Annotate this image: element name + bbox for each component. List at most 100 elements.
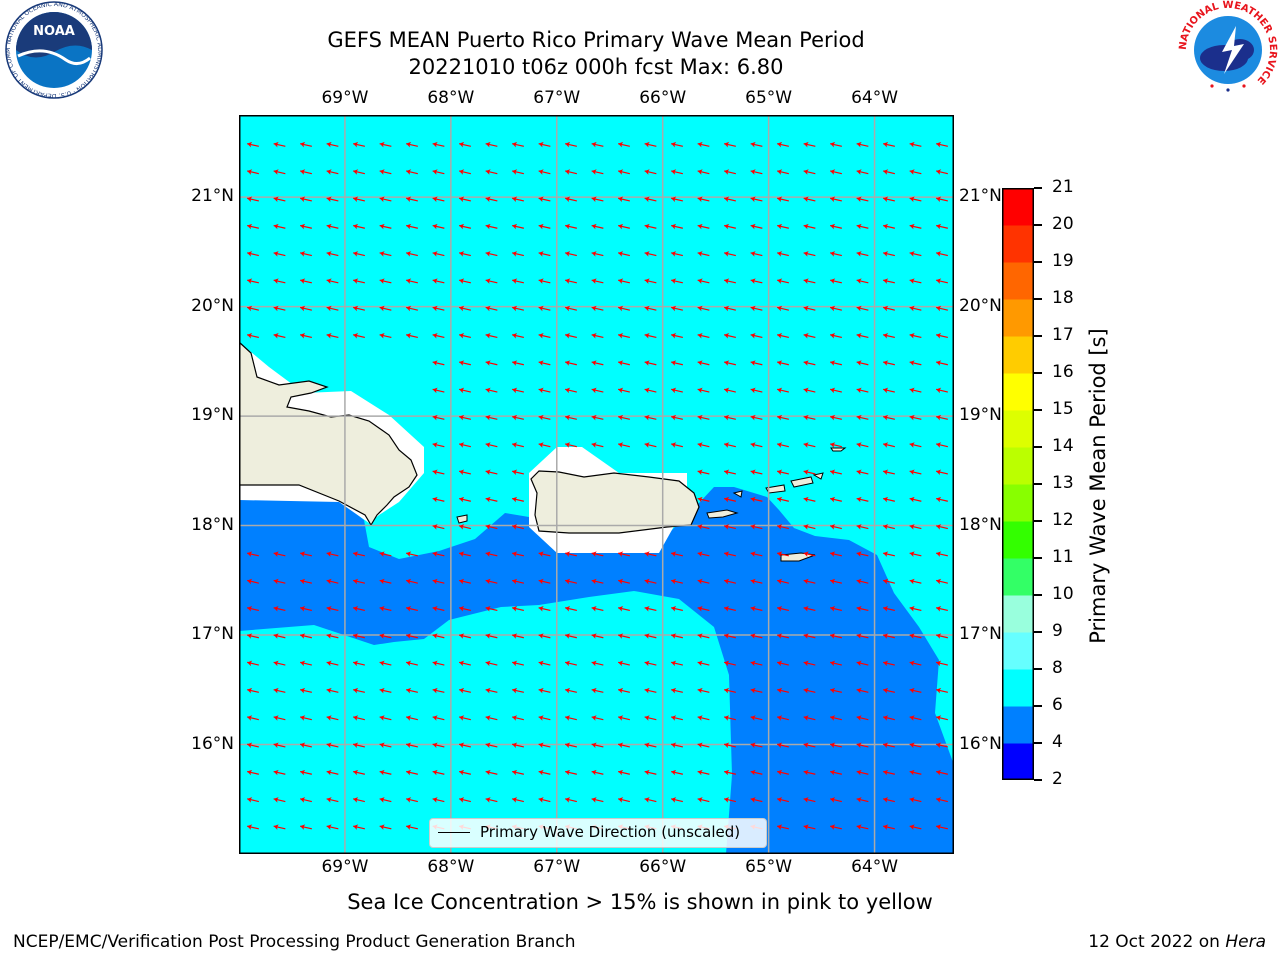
wave-direction-arrow	[459, 333, 471, 339]
wave-direction-arrow	[883, 687, 895, 694]
wave-direction-arrow	[883, 633, 895, 639]
wave-direction-arrow	[697, 633, 710, 639]
wave-direction-arrow	[803, 223, 816, 230]
wave-direction-arrow	[273, 715, 286, 721]
wave-direction-arrow	[750, 414, 763, 421]
wave-direction-arrow	[565, 687, 577, 694]
wave-direction-arrow	[644, 278, 657, 284]
wave-direction-arrow	[459, 469, 471, 475]
wave-direction-arrow	[512, 687, 524, 694]
wave-direction-arrow	[247, 769, 259, 776]
wave-direction-arrow	[777, 742, 789, 748]
wave-direction-arrow	[353, 551, 365, 557]
wave-direction-arrow	[432, 223, 445, 230]
wave-direction-arrow	[565, 305, 577, 312]
wave-direction-arrow	[724, 305, 736, 312]
wave-direction-arrow	[512, 606, 524, 612]
wave-direction-arrow	[485, 414, 498, 421]
wave-period-band-4-6	[239, 487, 954, 854]
wave-direction-arrow	[618, 633, 630, 639]
wave-direction-arrow	[830, 360, 842, 366]
wave-direction-arrow	[856, 169, 869, 175]
wave-direction-arrow	[644, 551, 657, 557]
wave-direction-arrow	[618, 715, 630, 721]
wave-direction-arrow	[936, 360, 948, 366]
wave-direction-arrow	[591, 442, 604, 448]
wave-direction-arrow	[724, 141, 736, 148]
map-frame	[239, 115, 954, 854]
wave-direction-arrow	[936, 333, 948, 339]
wave-direction-arrow	[379, 196, 392, 202]
wave-direction-arrow	[432, 687, 445, 694]
wave-direction-arrow	[803, 278, 816, 284]
wave-direction-arrow	[909, 797, 922, 803]
colorbar-tick-mark	[1034, 557, 1042, 559]
wave-direction-arrow	[830, 715, 842, 721]
wave-direction-arrow	[300, 551, 312, 557]
wave-direction-arrow	[485, 305, 498, 312]
colorbar-tick-mark	[1034, 668, 1042, 670]
wave-direction-arrow	[909, 223, 922, 230]
wave-direction-arrow	[697, 660, 710, 667]
wave-direction-arrow	[247, 278, 259, 284]
wave-direction-arrow	[273, 169, 286, 175]
colorbar-tick-label: 4	[1052, 732, 1063, 752]
wave-direction-arrow	[750, 196, 763, 202]
wave-direction-arrow	[856, 414, 869, 421]
wave-direction-arrow	[432, 715, 445, 721]
wave-direction-arrow	[432, 333, 445, 339]
wave-direction-arrow	[353, 687, 365, 694]
graticule	[239, 115, 954, 854]
wave-direction-arrow	[830, 196, 842, 202]
wave-direction-arrow	[326, 223, 339, 230]
nws-logo: NATIONAL WEATHER SERVICE	[1178, 0, 1278, 98]
wave-direction-arrow	[538, 797, 551, 803]
colorbar-tick-mark	[1034, 298, 1042, 300]
wave-direction-arrow	[909, 414, 922, 421]
wave-direction-arrow	[697, 551, 710, 557]
wave-direction-arrow	[485, 606, 498, 612]
wave-direction-arrow	[777, 633, 789, 639]
wave-direction-arrow	[247, 578, 259, 585]
wave-direction-arrow	[909, 333, 922, 339]
wave-direction-arrow	[565, 196, 577, 202]
wave-direction-arrow	[697, 305, 710, 312]
wave-direction-arrow	[273, 251, 286, 257]
wave-direction-arrow	[724, 578, 736, 585]
wave-direction-arrow	[909, 442, 922, 448]
wave-direction-arrow	[803, 387, 816, 394]
wave-direction-arrow	[724, 769, 736, 776]
wave-direction-arrow	[353, 660, 365, 667]
wave-direction-arrow	[883, 742, 895, 748]
wave-direction-arrow	[777, 169, 789, 175]
wave-direction-arrow	[830, 387, 842, 394]
wave-direction-arrow	[803, 360, 816, 366]
wave-direction-arrow	[750, 769, 763, 776]
wave-direction-arrow	[565, 278, 577, 284]
wave-direction-arrow	[565, 169, 577, 175]
wave-direction-arrow	[618, 606, 630, 612]
wave-direction-arrow	[909, 578, 922, 585]
wave-direction-arrow	[247, 223, 259, 230]
wave-direction-arrow	[697, 387, 710, 394]
wave-direction-arrow	[856, 305, 869, 312]
wave-direction-arrow	[750, 687, 763, 694]
wave-direction-arrow	[750, 551, 763, 557]
wave-direction-arrow	[459, 769, 471, 776]
wave-direction-arrow	[644, 578, 657, 585]
wave-direction-arrow	[353, 305, 365, 312]
wave-direction-arrow	[432, 305, 445, 312]
wave-direction-arrow	[538, 633, 551, 639]
wave-direction-arrow	[830, 496, 842, 503]
wave-direction-arrow	[591, 414, 604, 421]
wave-direction-arrow	[565, 551, 577, 557]
wave-direction-arrow	[644, 196, 657, 202]
wave-direction-arrow	[379, 278, 392, 284]
wave-direction-arrow	[724, 524, 736, 530]
wave-direction-arrow	[618, 333, 630, 339]
wave-direction-arrow	[247, 333, 259, 339]
wave-direction-arrow	[750, 305, 763, 312]
colorbar-segment	[1002, 262, 1034, 300]
wave-direction-arrow	[777, 442, 789, 448]
latitude-label: 18°N	[191, 514, 234, 535]
